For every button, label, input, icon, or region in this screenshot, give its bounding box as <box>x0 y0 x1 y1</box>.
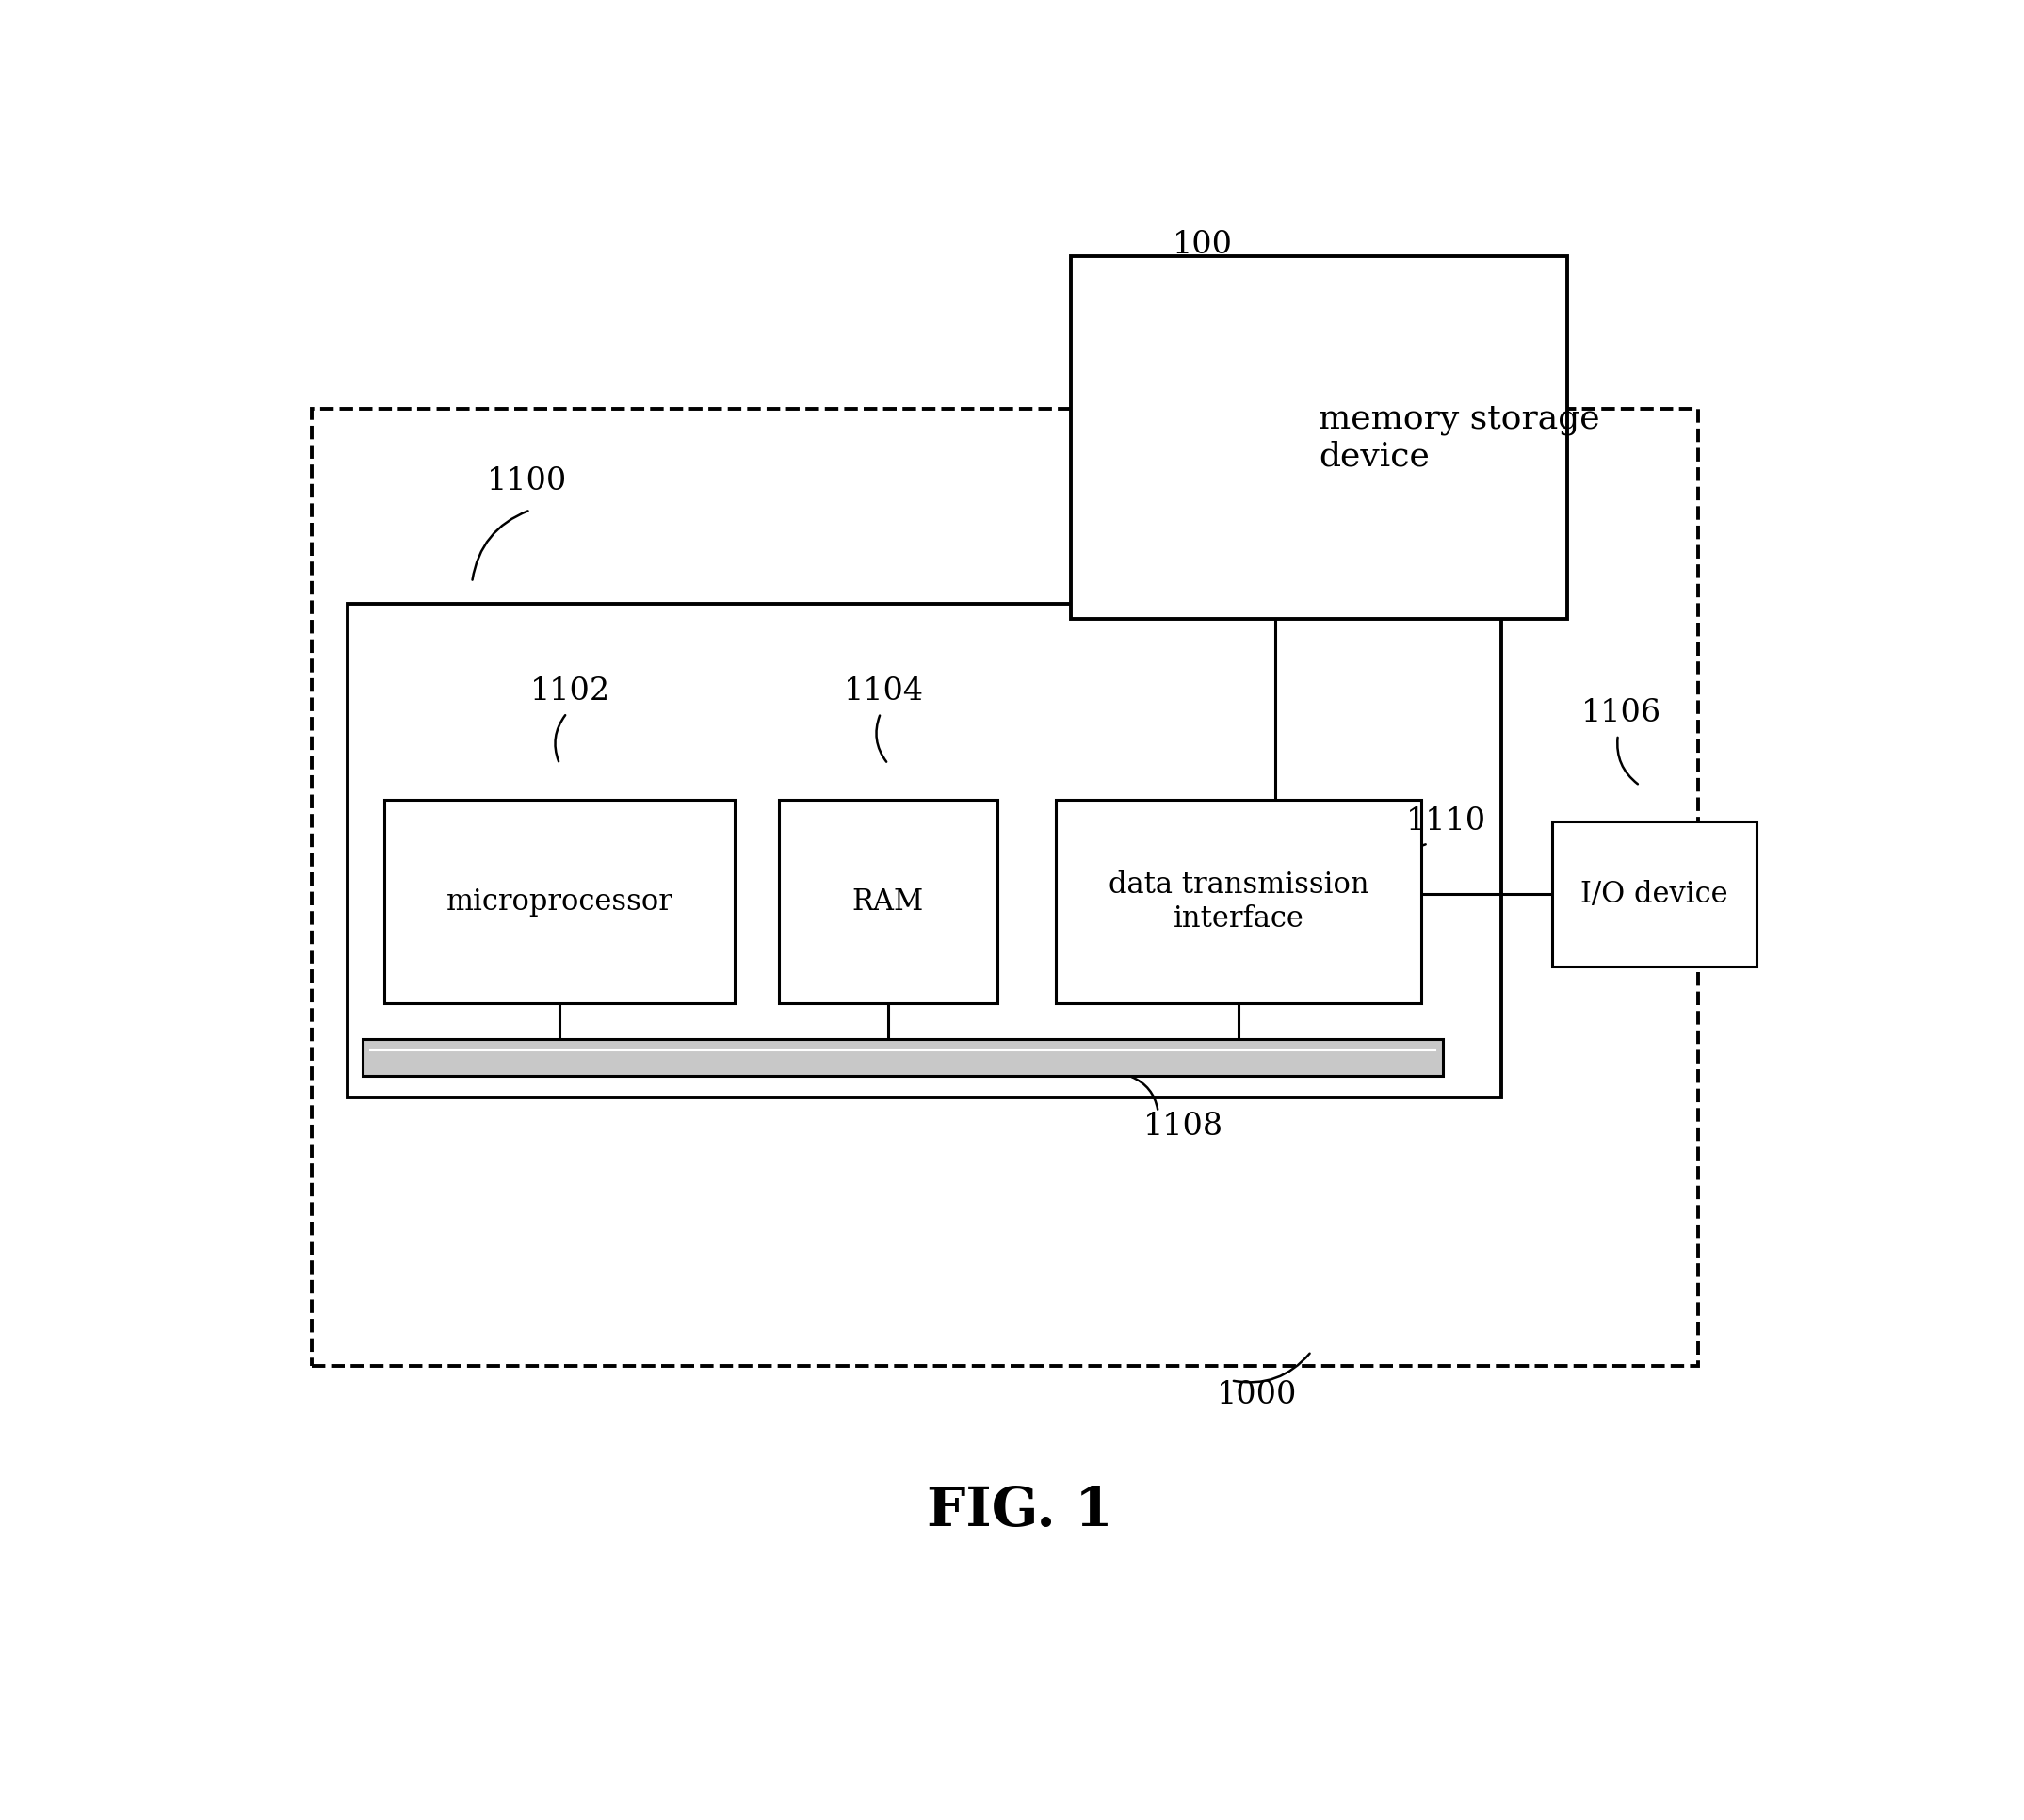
Text: I/O device: I/O device <box>1581 879 1728 908</box>
Text: data transmission
interface: data transmission interface <box>1107 870 1368 934</box>
Text: 100: 100 <box>1172 229 1233 260</box>
Bar <box>779 801 998 1003</box>
Text: 1106: 1106 <box>1581 699 1662 728</box>
Text: 1000: 1000 <box>1216 1380 1297 1410</box>
Bar <box>1552 823 1757 966</box>
Text: memory storage
device: memory storage device <box>1320 402 1599 471</box>
Text: RAM: RAM <box>852 886 923 915</box>
Text: 1110: 1110 <box>1407 806 1486 837</box>
Text: microprocessor: microprocessor <box>445 886 674 915</box>
Bar <box>362 1039 1443 1076</box>
Text: 1108: 1108 <box>1144 1112 1225 1141</box>
Bar <box>312 408 1698 1367</box>
Text: 1104: 1104 <box>844 677 925 706</box>
Bar <box>385 801 735 1003</box>
Text: FIG. 1: FIG. 1 <box>927 1485 1113 1538</box>
Bar <box>348 604 1502 1097</box>
Text: 1100: 1100 <box>486 466 567 497</box>
Text: 1102: 1102 <box>530 677 611 706</box>
Bar <box>1071 257 1567 619</box>
Bar <box>1057 801 1421 1003</box>
